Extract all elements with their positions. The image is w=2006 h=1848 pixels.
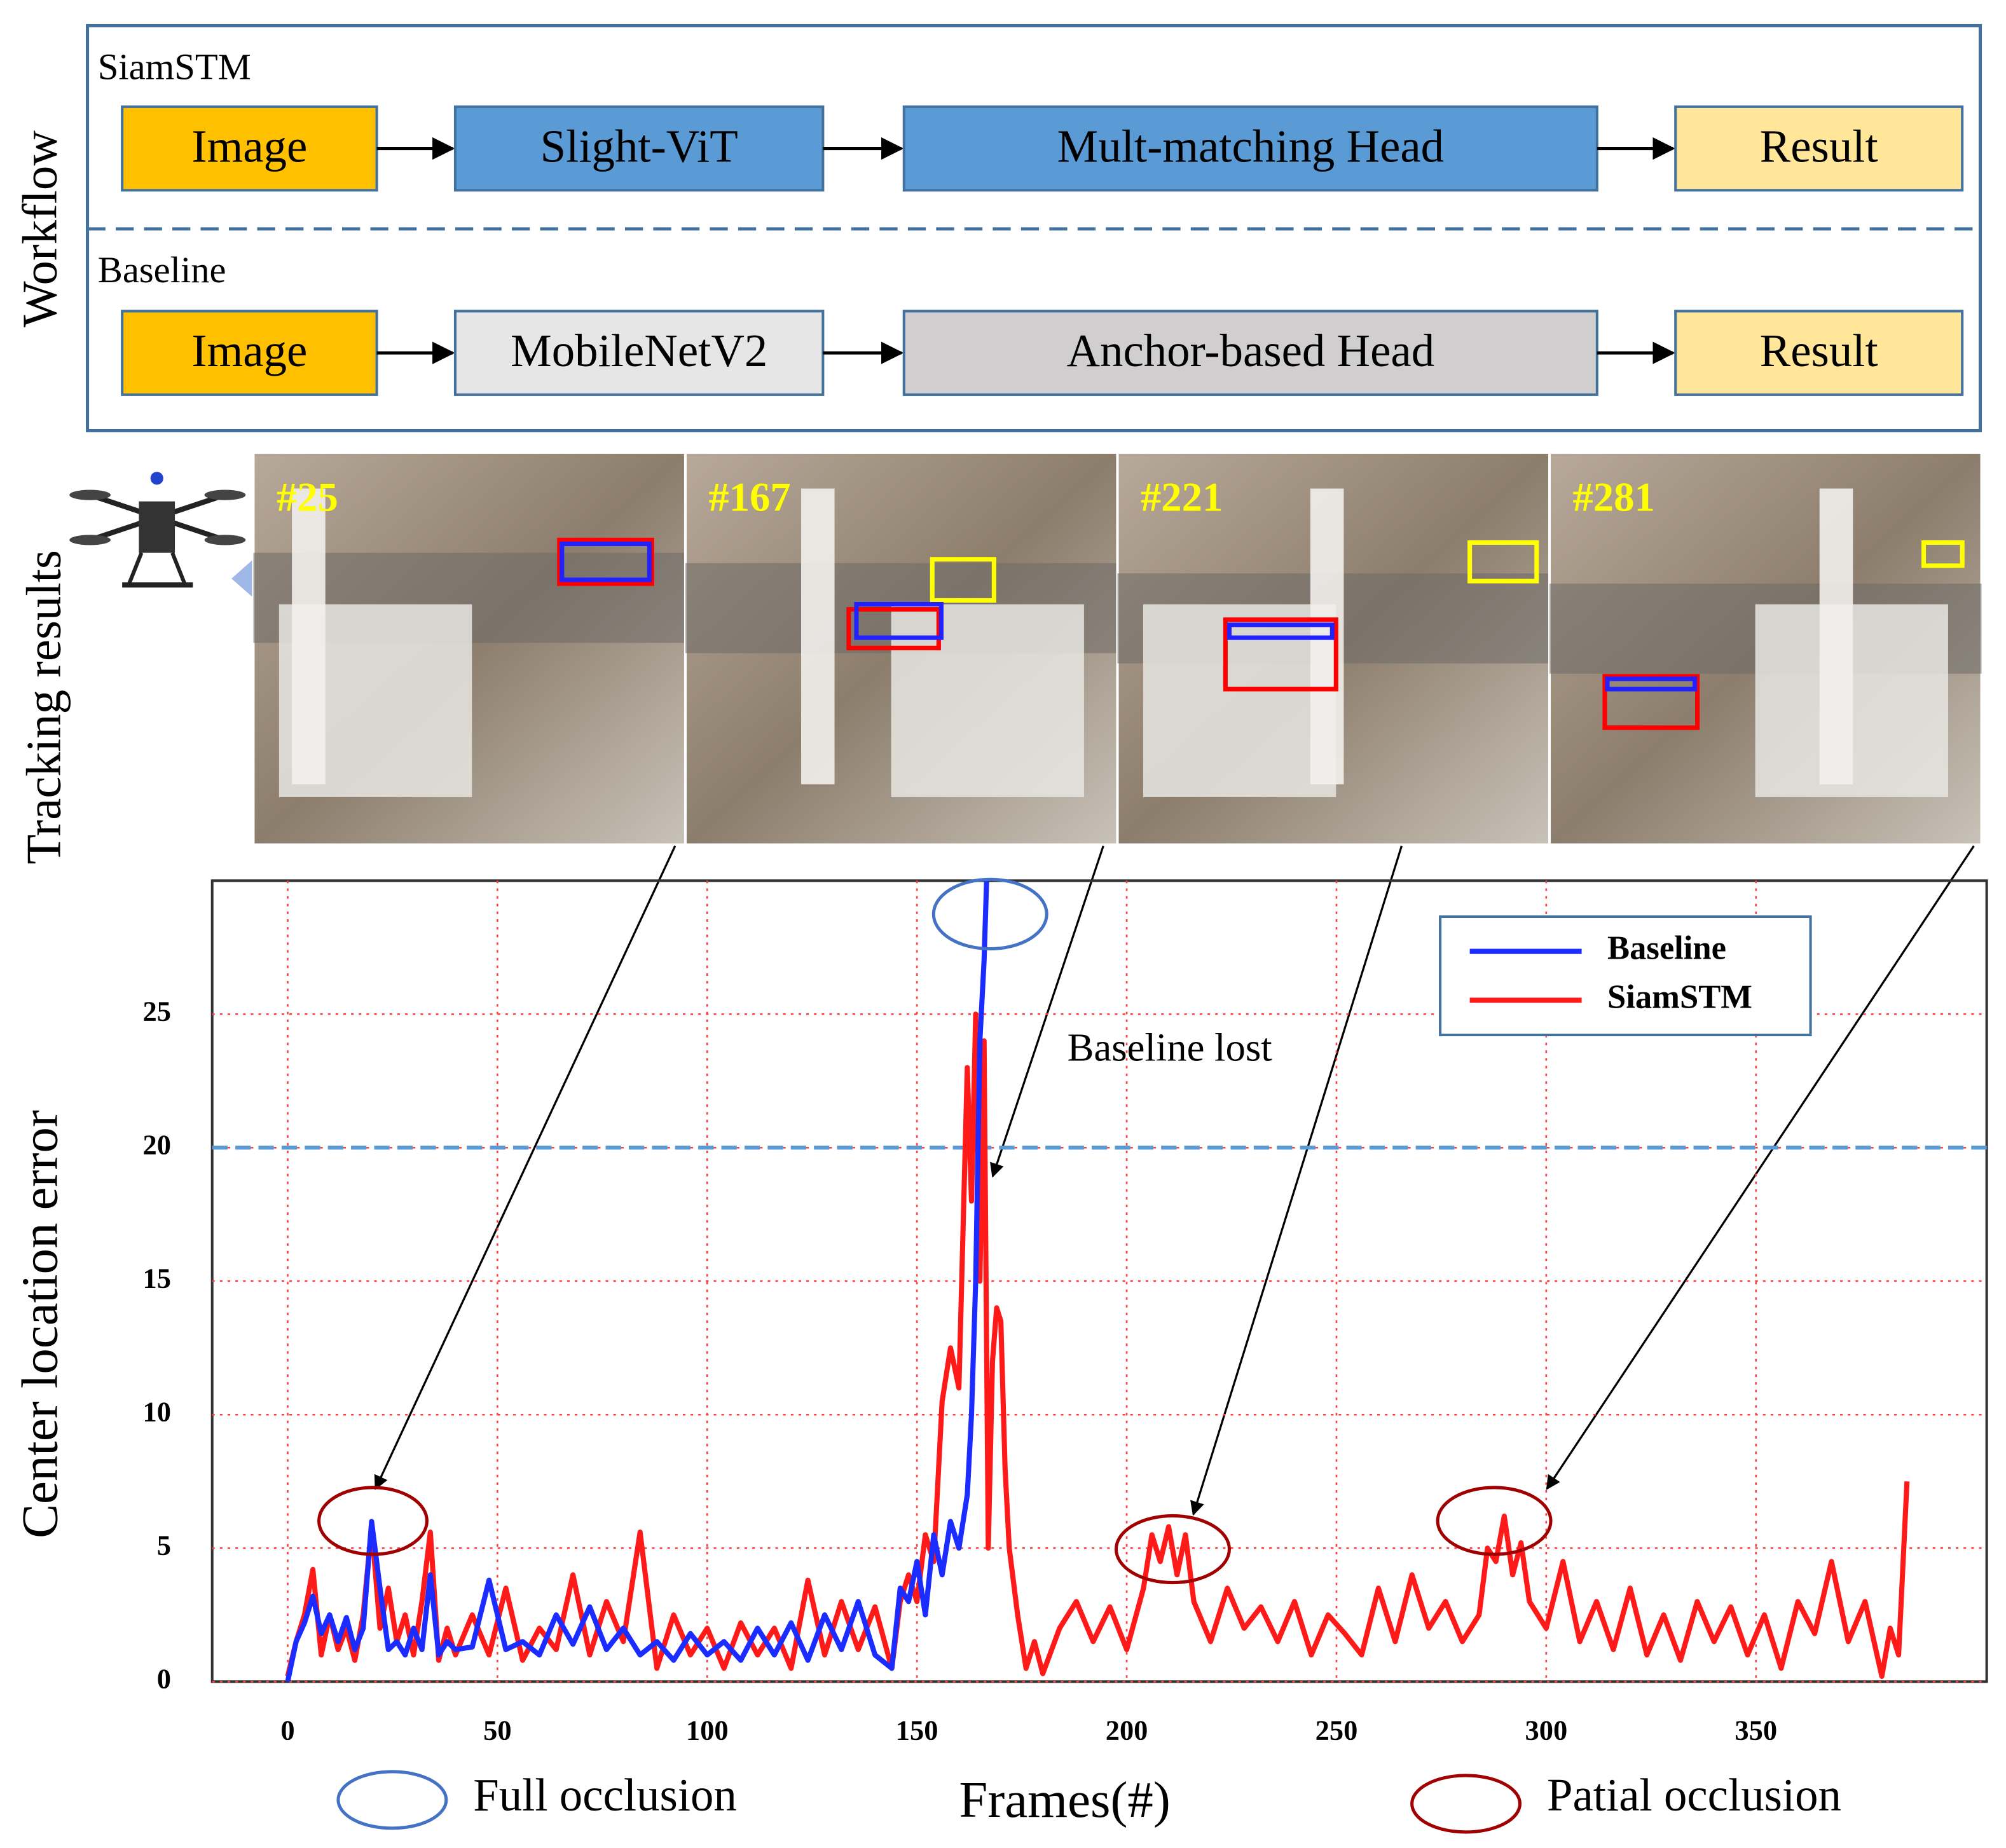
y-axis-label: Center location error (11, 1110, 68, 1538)
plot-lines (285, 880, 1910, 1682)
step-box (453, 310, 825, 396)
partial-occlusion-icon (1410, 1774, 1522, 1834)
step-label: Image (191, 325, 307, 376)
full-occlusion-icon (336, 1770, 448, 1830)
row-name: Baseline (98, 249, 226, 291)
step-box (453, 105, 825, 192)
frame-number: #25 (277, 474, 338, 520)
tower (1819, 488, 1853, 784)
bounding-box (854, 601, 944, 640)
legend-label: SiamSTM (1607, 978, 1752, 1015)
bounding-box (1602, 674, 1700, 730)
step-box (902, 105, 1598, 192)
x-tick-label: 300 (1525, 1714, 1567, 1746)
bounding-box (846, 607, 941, 650)
step-label: MobileNetV2 (511, 325, 767, 376)
y-tick-label: 15 (143, 1263, 171, 1294)
x-tick-label: 350 (1735, 1714, 1777, 1746)
legend-label: Baseline (1607, 930, 1726, 967)
frame-number: #221 (1141, 474, 1223, 520)
legend-label: Patial occlusion (1547, 1769, 1841, 1821)
y-tick-label: 5 (157, 1530, 171, 1561)
legend: Baseline SiamSTM (1469, 930, 1752, 1015)
step-label: Image (191, 120, 307, 172)
workflow-label: Workflow (13, 130, 67, 327)
legend-frame (1439, 915, 1812, 1037)
frame-number: #281 (1572, 474, 1654, 520)
step-label: Result (1760, 325, 1878, 376)
bounding-box (1223, 617, 1338, 692)
bounding-box (1605, 676, 1698, 692)
tower (800, 488, 835, 784)
row-name: SiamSTM (98, 46, 251, 88)
building (891, 604, 1084, 797)
tracking-frames: #25 #167 #221 #281 (252, 451, 1983, 846)
x-tick-label: 50 (483, 1714, 511, 1746)
occlusion-markers (317, 877, 1553, 1585)
workflow-rows: SiamSTM Image Slight-ViT Mult-matching Head… (98, 46, 1964, 396)
step-label: Result (1760, 120, 1878, 172)
frame-arrows (374, 845, 1975, 1516)
x-tick-label: 250 (1316, 1714, 1358, 1746)
x-tick-label: 200 (1106, 1714, 1148, 1746)
y-tick-label: 20 (143, 1129, 171, 1161)
frame-number: #167 (708, 474, 790, 520)
step-label: Mult-matching Head (1057, 120, 1445, 172)
bounding-box (560, 541, 652, 582)
y-tick-label: 0 (157, 1663, 171, 1695)
bounding-box (557, 537, 654, 586)
bounding-box (1921, 540, 1965, 568)
bounding-box (1226, 622, 1335, 640)
x-axis-label: Frames(#) (959, 1772, 1170, 1828)
step-box (121, 310, 378, 396)
legend-label: Full occlusion (473, 1769, 737, 1821)
data-line (285, 1011, 1910, 1679)
x-tick-label: 100 (686, 1714, 729, 1746)
step-label: Anchor-based Head (1066, 325, 1434, 376)
drone-icon (69, 472, 254, 598)
x-tick-label: 0 (280, 1714, 294, 1746)
step-box (121, 105, 378, 192)
step-label: Slight-ViT (540, 120, 738, 172)
bounding-box (930, 557, 996, 603)
x-tick-label: 150 (896, 1714, 938, 1746)
occlusion-legend: Full occlusion Patial occlusion (336, 1769, 1841, 1834)
data-line (285, 880, 989, 1682)
step-box (1674, 105, 1964, 192)
building (1143, 604, 1336, 797)
tracking-label: Tracking results (17, 550, 71, 864)
bounding-box (1467, 540, 1539, 584)
y-tick-label: 25 (143, 996, 171, 1027)
annotation: Baseline lost (1068, 1025, 1273, 1070)
step-box (1674, 310, 1964, 396)
tower (292, 488, 326, 784)
y-tick-label: 10 (143, 1396, 171, 1428)
